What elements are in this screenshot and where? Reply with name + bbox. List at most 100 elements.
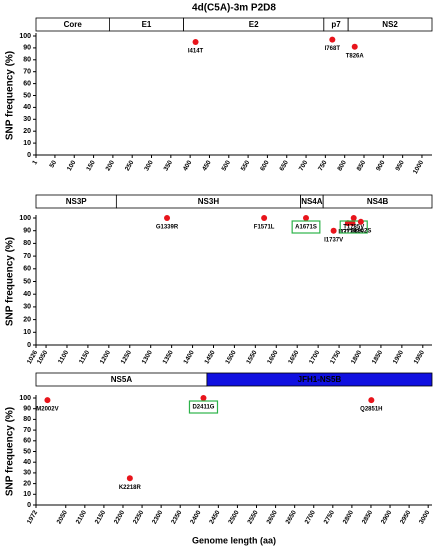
x-tick-label: 2950 [399, 509, 412, 525]
x-tick-label: 400 [182, 159, 194, 172]
y-tick-label: 60 [23, 80, 31, 87]
region-label: NS2 [382, 20, 398, 29]
region [322, 194, 433, 209]
point [44, 397, 51, 404]
y-tick-label: 100 [19, 33, 31, 40]
x-tick-label: 1400 [182, 349, 195, 365]
y-tick-label: 10 [23, 140, 31, 147]
x-tick-label: 2550 [246, 509, 259, 525]
x-tick-label: 2150 [94, 509, 107, 525]
point-label: I414T [188, 49, 204, 55]
region-label: NS4B [367, 197, 389, 206]
x-tick-label: 2900 [380, 509, 393, 525]
x-tick-label: 950 [394, 159, 406, 172]
x-tick-label: 2750 [323, 509, 336, 525]
x-tick-label: 700 [298, 159, 310, 172]
y-tick-label: 40 [23, 291, 31, 298]
point-label: T1802S [350, 228, 371, 234]
y-tick-label: 20 [23, 128, 31, 135]
point-label: G1339R [156, 225, 179, 231]
y-tick-label: 0 [27, 152, 31, 159]
point-label: K2218R [119, 485, 142, 491]
y-tick-label: 90 [23, 228, 31, 235]
region-label: E2 [249, 20, 259, 29]
y-axis-label: SNP frequency (%) [5, 407, 16, 496]
chart-title: 4d(C5A)-3m P2D8 [192, 3, 276, 14]
highlight-box [188, 400, 219, 414]
point [350, 215, 357, 221]
y-tick-label: 20 [23, 316, 31, 323]
x-tick-label: 850 [356, 159, 368, 172]
point [329, 36, 336, 43]
y-tick-label: 10 [23, 491, 31, 498]
x-tick-label: 500 [221, 159, 233, 172]
x-tick-label: 2850 [361, 509, 374, 525]
point-label: D2411G [192, 405, 214, 411]
x-tick-label: 1200 [99, 349, 112, 365]
x-tick-label: 2200 [113, 509, 126, 525]
y-tick-label: 10 [23, 329, 31, 336]
y-tick-label: 90 [23, 45, 31, 52]
y-tick-label: 100 [19, 395, 31, 402]
y-tick-label: 30 [23, 304, 31, 311]
y-tick-label: 40 [23, 459, 31, 466]
x-tick-label: 1100 [57, 349, 70, 365]
point [192, 38, 199, 45]
x-tick-label: 900 [375, 159, 387, 172]
point [164, 215, 171, 221]
x-tick-label: 1600 [266, 349, 279, 365]
region-label: Core [64, 20, 83, 29]
x-tick-label: 2600 [266, 509, 279, 525]
x-tick-label: 150 [85, 159, 97, 172]
x-tick-label: 300 [143, 159, 155, 172]
x-tick-label: 2300 [151, 509, 164, 525]
highlight-box [291, 220, 321, 234]
x-tick-label: 50 [48, 159, 58, 169]
x-tick-label: 1500 [224, 349, 237, 365]
x-tick-label: 1972 [26, 509, 39, 525]
x-tick-label: 1250 [120, 349, 133, 365]
region [206, 372, 433, 387]
y-axis-label: SNP frequency (%) [5, 51, 16, 140]
y-tick-label: 30 [23, 116, 31, 123]
x-tick-label: 1450 [203, 349, 216, 365]
x-tick-label: 1350 [162, 349, 175, 365]
point-label: M2002V [36, 407, 58, 413]
y-tick-label: 80 [23, 240, 31, 247]
y-tick-label: 70 [23, 69, 31, 76]
point [330, 227, 337, 234]
y-tick-label: 80 [23, 416, 31, 423]
point-label: T826A [346, 53, 365, 59]
point [357, 218, 364, 225]
x-tick-label: 450 [201, 159, 213, 172]
x-tick-label: 1000 [412, 159, 425, 175]
x-tick-label: 1650 [287, 349, 300, 365]
y-tick-label: 50 [23, 92, 31, 99]
x-tick-label: 1800 [350, 349, 363, 365]
x-tick-label: 1 [31, 159, 39, 166]
x-tick-label: 1150 [78, 349, 91, 365]
x-tick-label: 750 [317, 159, 329, 172]
x-tick-label: 600 [259, 159, 271, 172]
y-tick-label: 90 [23, 406, 31, 413]
x-tick-label: 2800 [342, 509, 355, 525]
y-tick-label: 0 [27, 502, 31, 509]
y-tick-label: 30 [23, 470, 31, 477]
point [303, 215, 309, 221]
x-tick-label: 3000 [418, 509, 431, 525]
x-tick-label: 1300 [141, 349, 154, 365]
y-tick-label: 70 [23, 253, 31, 260]
region-label: NS3H [198, 197, 220, 206]
point-label: A1671S [295, 225, 317, 231]
x-tick-label: 550 [240, 159, 252, 172]
region-label: JFH1-NS5B [298, 375, 342, 384]
x-tick-label: 2350 [170, 509, 183, 525]
point [126, 475, 133, 482]
y-tick-label: 60 [23, 266, 31, 273]
region-label: E1 [142, 20, 152, 29]
y-tick-label: 50 [23, 448, 31, 455]
y-tick-label: 50 [23, 278, 31, 285]
point-label: I768T [325, 46, 341, 52]
x-tick-label: 650 [278, 159, 290, 172]
